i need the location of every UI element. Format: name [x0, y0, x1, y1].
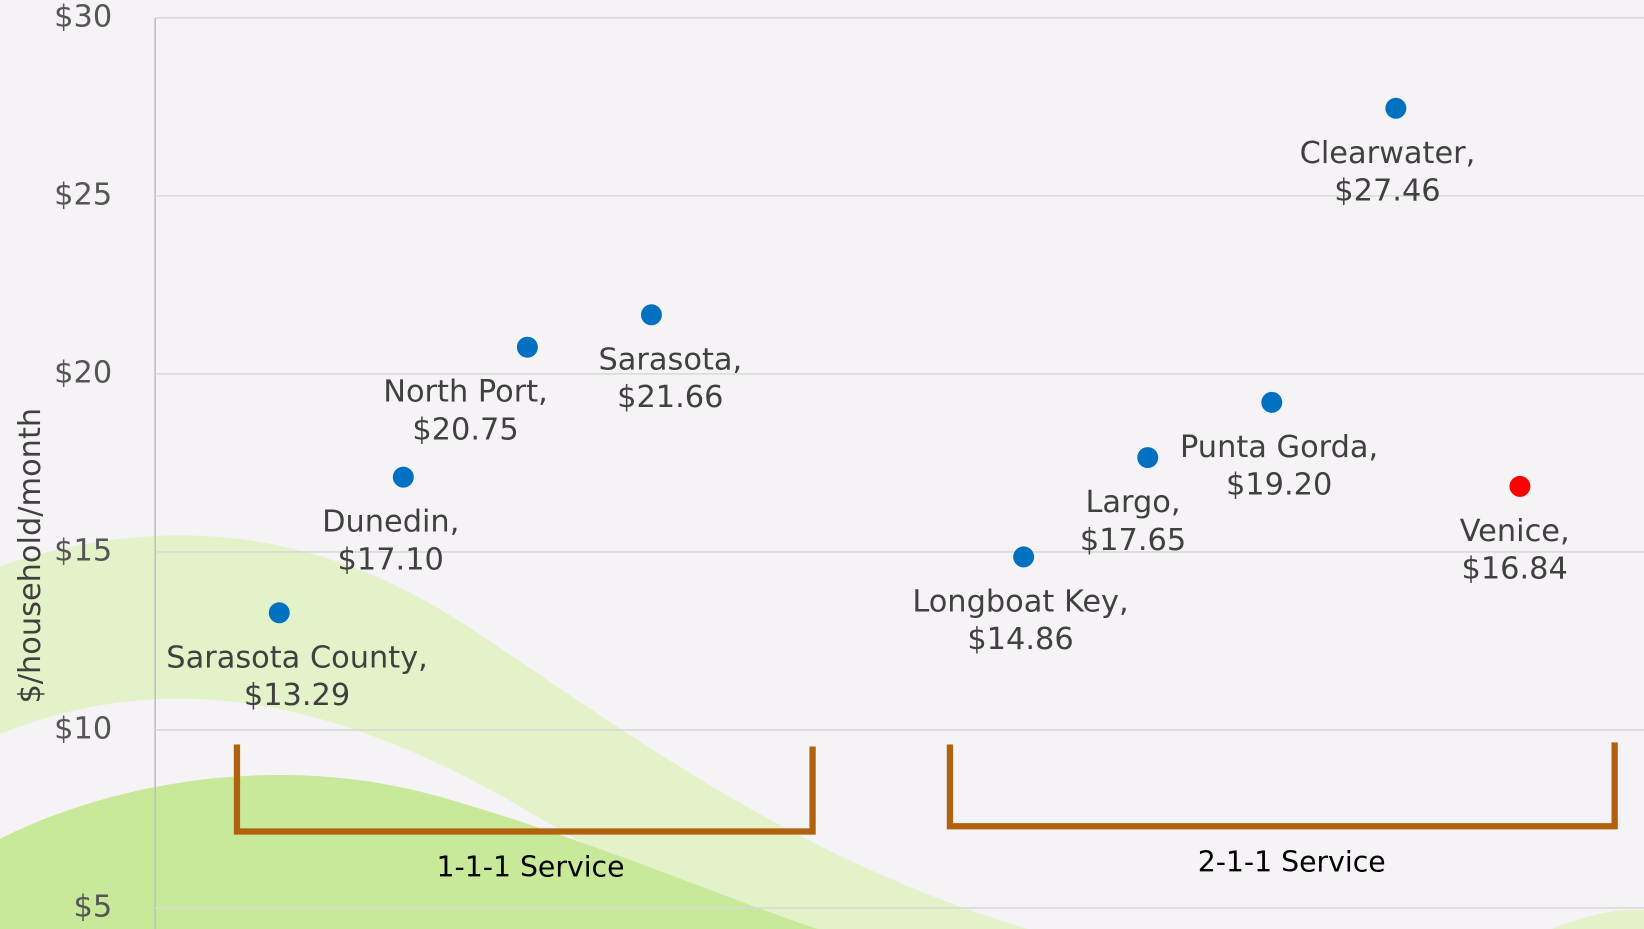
- bracket-1: [233, 742, 1618, 835]
- value-label: $20.75: [412, 412, 518, 447]
- y-tick-label: $5: [74, 889, 113, 924]
- value-label: $27.46: [1334, 174, 1440, 209]
- y-tick-label: $30: [54, 0, 112, 34]
- y-tick-label: $20: [54, 355, 112, 390]
- background-swoosh: [0, 535, 1644, 929]
- point-label: Largo,: [1086, 485, 1181, 520]
- annotation: 1-1-1 Service: [437, 851, 625, 884]
- point: [392, 466, 414, 488]
- point: [268, 602, 290, 624]
- point-label: Sarasota,: [598, 342, 742, 377]
- point: [1509, 475, 1531, 497]
- point: [1013, 546, 1035, 568]
- value-label: $17.10: [338, 542, 444, 577]
- y-tick-label: $15: [54, 533, 112, 568]
- point-label: Longboat Key,: [912, 584, 1128, 619]
- point-label: Dunedin,: [322, 505, 459, 540]
- point: [1261, 391, 1283, 413]
- value-label: $13.29: [244, 678, 350, 713]
- point-label: Clearwater,: [1300, 136, 1476, 171]
- point: [640, 304, 662, 326]
- point: [516, 336, 538, 358]
- point-label: North Port,: [383, 375, 548, 410]
- point: [1385, 97, 1407, 119]
- value-label: $14.86: [967, 622, 1073, 657]
- y-tick-label: $10: [54, 711, 112, 746]
- y-axis-label: $/household/month: [13, 408, 48, 704]
- value-label: $17.65: [1080, 523, 1186, 558]
- y-tick-label: $25: [54, 177, 112, 212]
- point-label: Venice,: [1460, 514, 1570, 549]
- point-label: Punta Gorda,: [1180, 430, 1378, 465]
- annotation: 2-1-1 Service: [1198, 845, 1386, 878]
- point: [1137, 447, 1159, 469]
- point-label: Sarasota County,: [166, 640, 428, 675]
- value-label: $19.20: [1226, 468, 1332, 503]
- value-label: $16.84: [1462, 552, 1568, 587]
- value-label: $21.66: [617, 380, 723, 415]
